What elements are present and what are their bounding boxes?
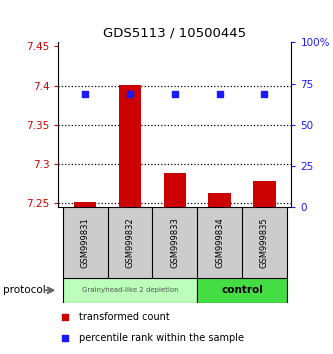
Bar <box>119 85 141 207</box>
Text: GSM999832: GSM999832 <box>126 217 135 268</box>
Text: percentile rank within the sample: percentile rank within the sample <box>79 332 244 343</box>
Point <box>262 91 267 96</box>
Title: GDS5113 / 10500445: GDS5113 / 10500445 <box>103 27 246 40</box>
Bar <box>197 278 287 303</box>
Point <box>83 91 88 96</box>
Text: GSM999835: GSM999835 <box>260 217 269 268</box>
Point <box>217 91 222 96</box>
Point <box>127 91 133 96</box>
Text: GSM999831: GSM999831 <box>81 217 90 268</box>
Bar <box>63 278 197 303</box>
Text: control: control <box>221 285 263 295</box>
Text: protocol: protocol <box>3 285 46 295</box>
Bar <box>208 193 231 207</box>
Point <box>63 335 68 341</box>
Bar <box>164 173 186 207</box>
Point <box>63 314 68 320</box>
Text: GSM999834: GSM999834 <box>215 217 224 268</box>
Bar <box>253 181 276 207</box>
Bar <box>74 202 96 207</box>
Text: GSM999833: GSM999833 <box>170 217 179 268</box>
Text: transformed count: transformed count <box>79 312 170 322</box>
Point <box>172 91 177 96</box>
Text: Grainyhead-like 2 depletion: Grainyhead-like 2 depletion <box>82 287 178 293</box>
